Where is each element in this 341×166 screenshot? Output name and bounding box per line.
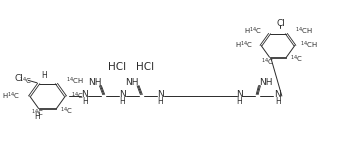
- Text: HCl: HCl: [108, 62, 127, 72]
- Text: NH: NH: [125, 78, 139, 87]
- Text: $^{14}$C: $^{14}$C: [290, 54, 303, 65]
- Text: H$^{14}$C: H$^{14}$C: [2, 90, 20, 102]
- Text: $^{14}$CH: $^{14}$CH: [295, 26, 313, 37]
- Text: H: H: [34, 112, 40, 121]
- Text: N: N: [236, 90, 243, 99]
- Text: $^{14}$CH: $^{14}$CH: [65, 76, 84, 87]
- Text: N: N: [119, 90, 126, 99]
- Text: H: H: [82, 97, 88, 106]
- Text: H: H: [120, 97, 125, 106]
- Text: H: H: [41, 71, 47, 80]
- Text: Cl: Cl: [15, 74, 24, 83]
- Text: NH: NH: [259, 78, 273, 87]
- Text: H$^{14}$C: H$^{14}$C: [235, 40, 253, 51]
- Text: N: N: [81, 90, 88, 99]
- Text: N: N: [157, 90, 164, 99]
- Text: $^{14}$C: $^{14}$C: [18, 76, 31, 87]
- Text: HCl: HCl: [136, 62, 154, 72]
- Text: N: N: [274, 90, 281, 99]
- Text: $^{14}$CH: $^{14}$CH: [300, 40, 318, 51]
- Text: $^{14}$C: $^{14}$C: [262, 56, 275, 68]
- Text: H: H: [236, 97, 242, 106]
- Text: H: H: [275, 97, 281, 106]
- Text: NH: NH: [88, 78, 101, 87]
- Text: H$^{14}$C: H$^{14}$C: [244, 26, 262, 37]
- Text: $^{14}$C: $^{14}$C: [71, 90, 84, 102]
- Text: H: H: [157, 97, 163, 106]
- Text: $^{14}$C: $^{14}$C: [60, 105, 73, 117]
- Text: $^{14}$C: $^{14}$C: [31, 108, 43, 119]
- Text: Cl: Cl: [277, 19, 286, 28]
